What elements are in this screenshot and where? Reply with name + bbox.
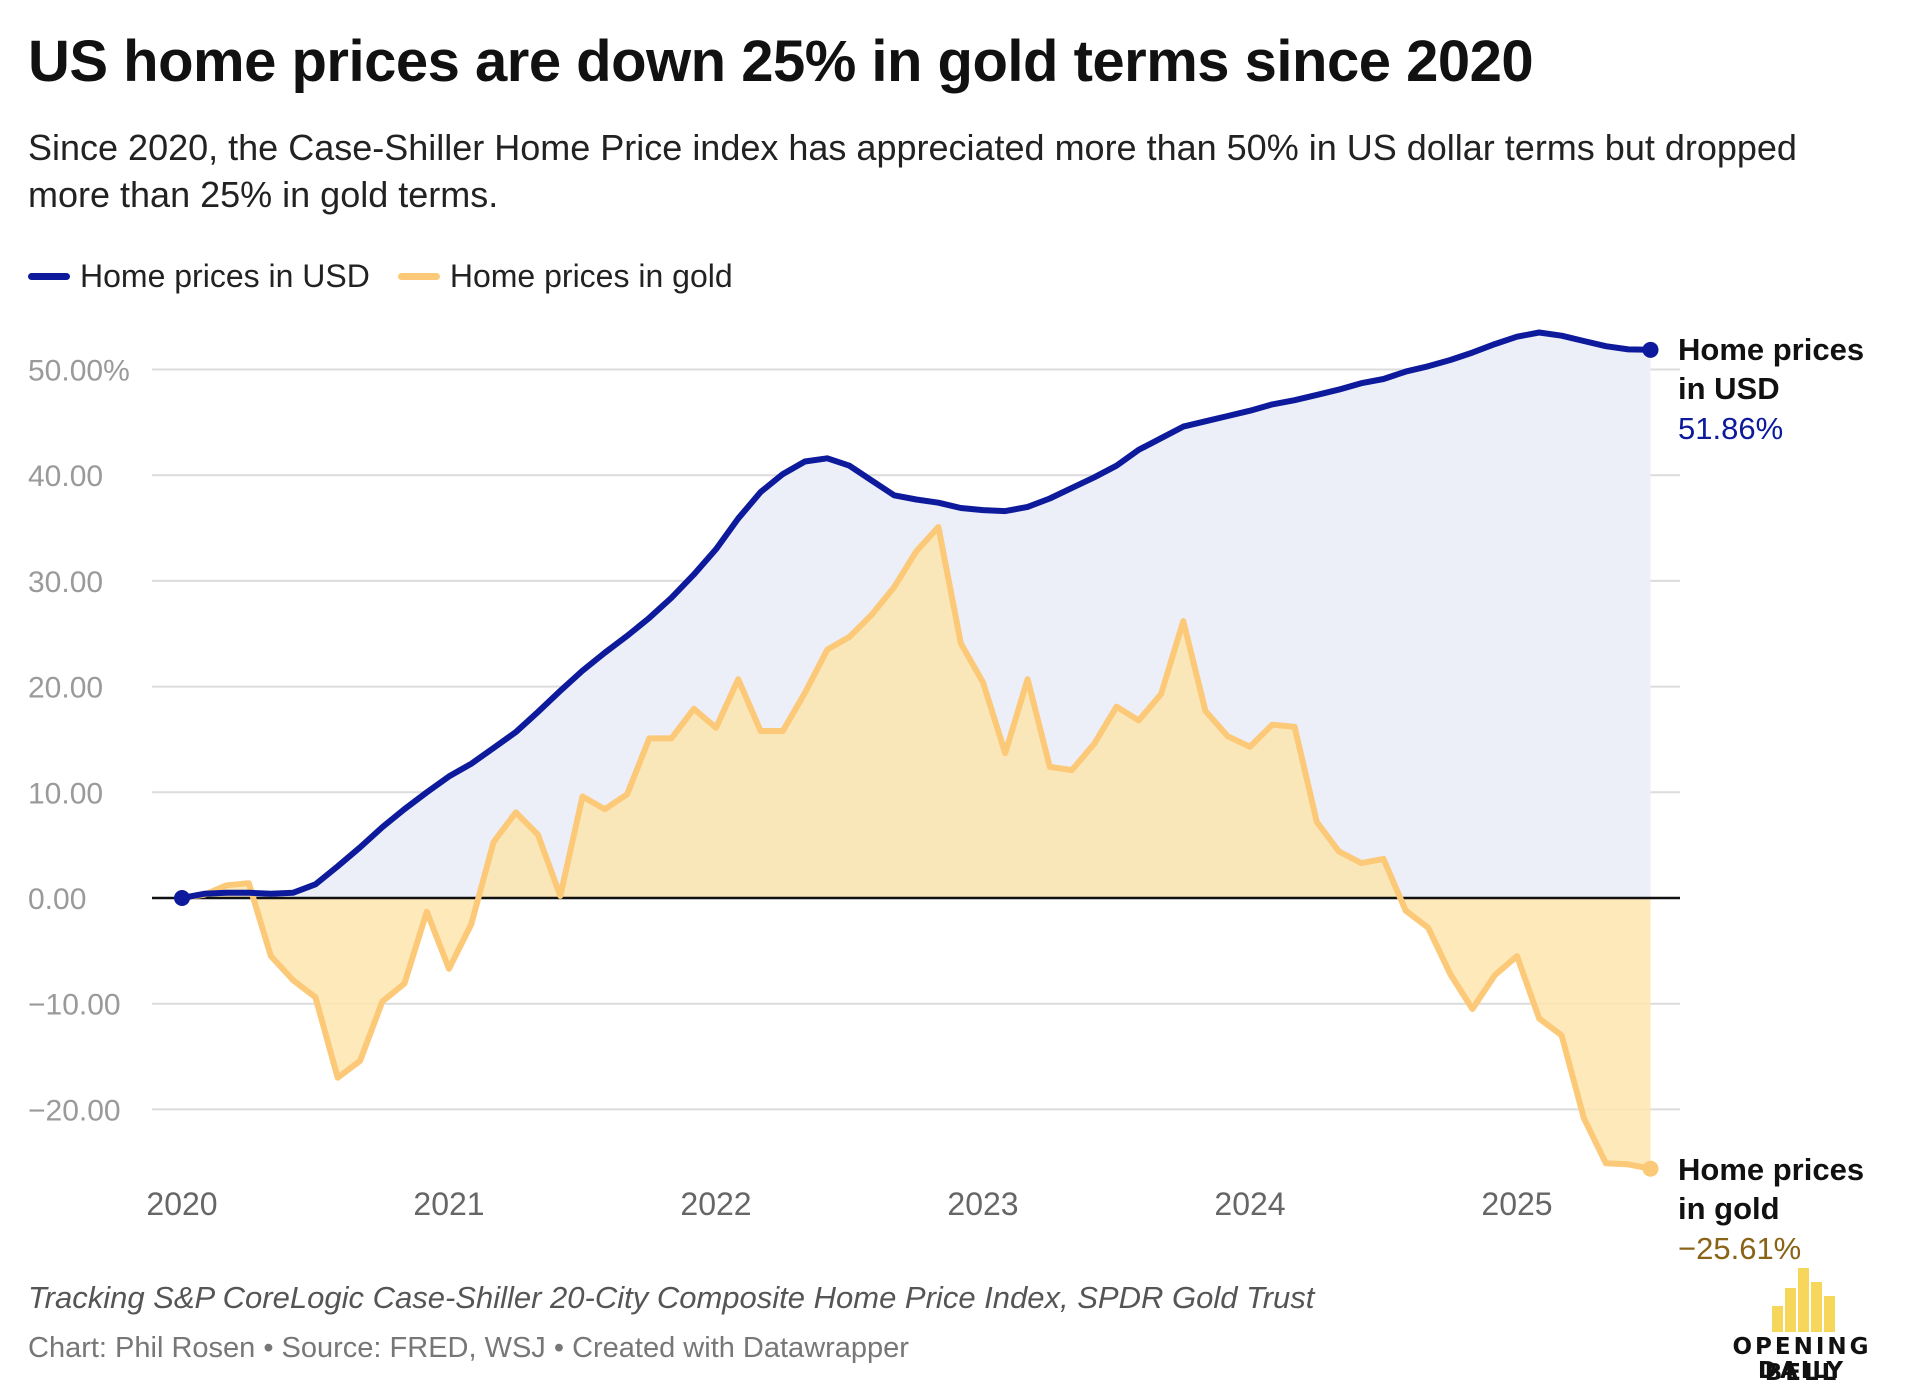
logo-text-line1: OPENING BELL	[1732, 1334, 1872, 1386]
gold-end-value: −25.61%	[1678, 1231, 1801, 1266]
legend-swatch-gold	[397, 272, 440, 280]
usd-end-label-line1: Home prices	[1678, 332, 1864, 367]
gold-end-label-line1: Home prices	[1678, 1152, 1864, 1187]
chart-subtitle: Since 2020, the Case-Shiller Home Price …	[28, 127, 1797, 215]
gold-area	[182, 527, 1651, 1169]
x-tick-label: 2021	[413, 1186, 484, 1222]
x-tick-label: 2024	[1214, 1186, 1285, 1222]
y-tick-label: 0.00	[28, 883, 86, 916]
y-tick-label: 30.00	[28, 566, 103, 599]
legend-swatch-usd	[28, 272, 70, 280]
x-tick-label: 2020	[146, 1186, 217, 1222]
x-tick-label: 2022	[680, 1186, 751, 1222]
y-tick-label: −20.00	[28, 1094, 121, 1127]
chart-title: US home prices are down 25% in gold term…	[28, 29, 1534, 94]
logo-bars-icon	[1772, 1268, 1835, 1332]
logo-text-line2: DAILY	[1757, 1358, 1847, 1384]
usd-start-point	[174, 890, 190, 906]
chart-note: Tracking S&P CoreLogic Case-Shiller 20-C…	[28, 1280, 1315, 1315]
legend-item-gold: Home prices in gold	[397, 257, 733, 295]
opening-bell-daily-logo: OPENING BELL DAILY	[1696, 1266, 1908, 1386]
gold-end-point	[1642, 1160, 1659, 1177]
legend-label-gold: Home prices in gold	[449, 257, 733, 294]
y-tick-label: 10.00	[28, 777, 103, 810]
usd-end-point	[1642, 341, 1659, 358]
usd-series-line	[179, 329, 1654, 901]
usd-end-label-line2: in USD	[1678, 371, 1780, 406]
x-tick-label: 2025	[1481, 1186, 1552, 1222]
legend-label-usd: Home prices in USD	[80, 257, 370, 294]
legend-item-usd: Home prices in USD	[28, 258, 370, 295]
y-tick-label: 50.00%	[28, 355, 130, 388]
y-tick-label: 40.00	[28, 460, 103, 493]
gold-end-label-line2: in gold	[1678, 1191, 1780, 1226]
y-tick-label: −10.00	[28, 989, 121, 1022]
chart-legend: Home prices in USD Home prices in gold	[28, 256, 761, 296]
x-tick-label: 2023	[947, 1186, 1018, 1222]
gold-series-line	[179, 524, 1654, 1172]
usd-end-value: 51.86%	[1678, 411, 1783, 446]
y-tick-label: 20.00	[28, 672, 103, 705]
chart-credit: Chart: Phil Rosen • Source: FRED, WSJ • …	[28, 1332, 909, 1364]
